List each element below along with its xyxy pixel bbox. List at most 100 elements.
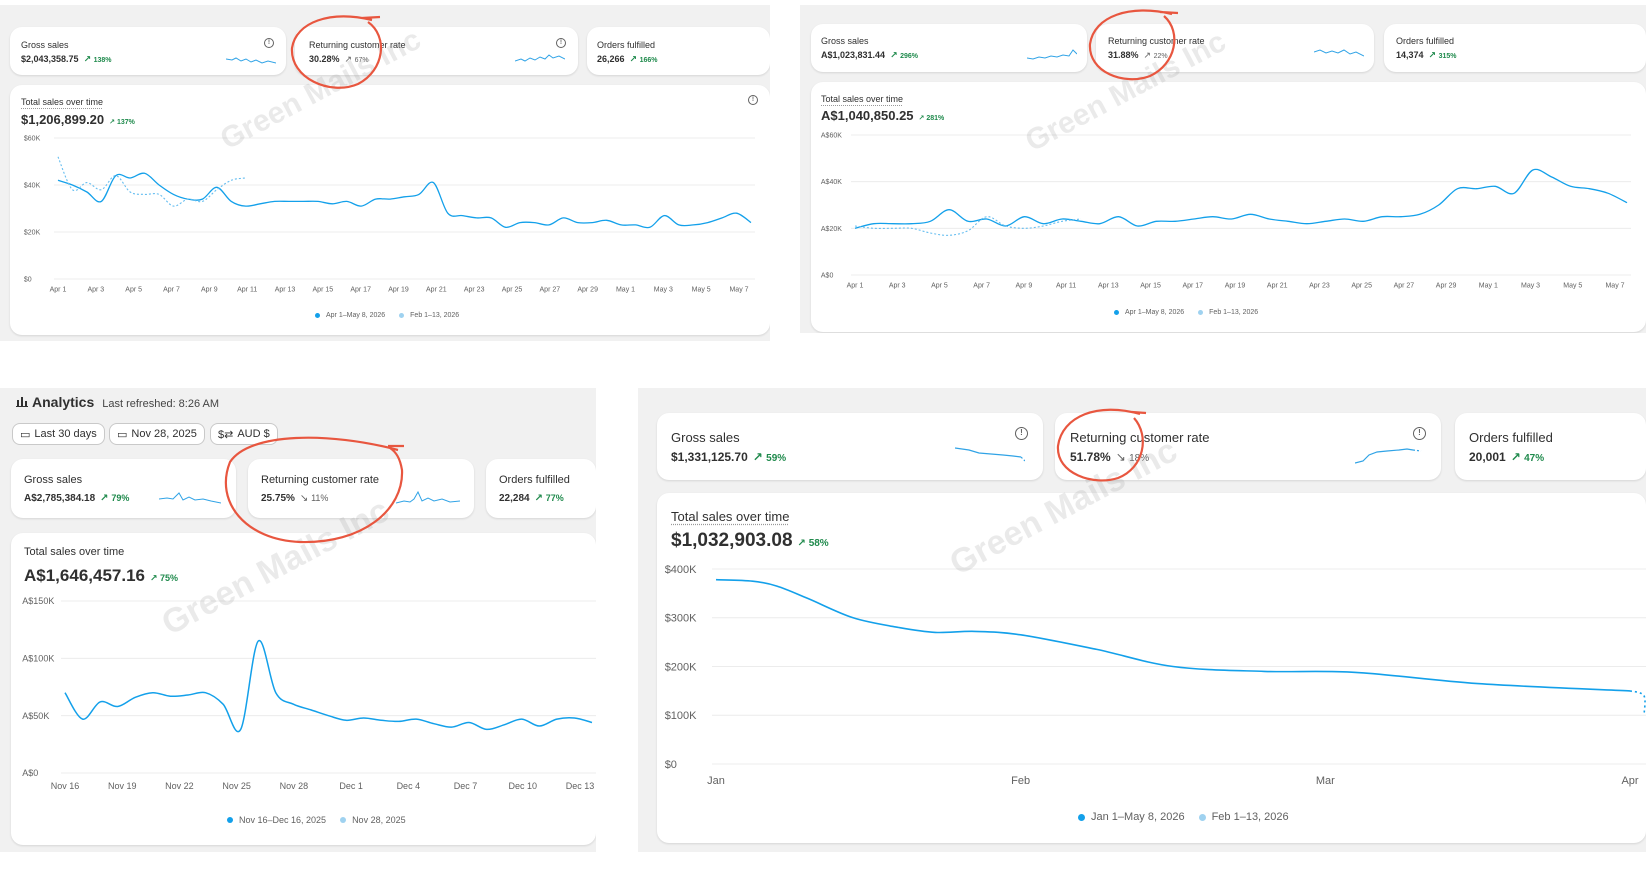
chart-total: $1,032,903.08 ↗ 58% — [671, 530, 829, 551]
chart-title: Total sales over time — [24, 546, 125, 558]
metric-title: Orders fulfilled — [597, 40, 656, 50]
metric-title: Returning customer rate — [261, 474, 379, 486]
dashboard-panel-2: Gross sales A$1,023,831.44 ↗ 296% Returni… — [800, 5, 1646, 333]
x-tick-label: Dec 1 — [339, 781, 363, 791]
legend-item[interactable]: Apr 1–May 8, 2026 — [315, 312, 385, 319]
change-badge: ↗ 137% — [109, 119, 135, 126]
x-tick-label: Dec 13 — [566, 781, 595, 791]
x-tick-label: Apr 5 — [931, 283, 948, 290]
x-tick-label: Apr 25 — [502, 287, 523, 294]
info-icon[interactable]: ! — [1413, 427, 1426, 440]
y-tick-label: $100K — [665, 710, 697, 722]
info-icon[interactable]: ! — [264, 38, 274, 48]
chart-legend: Nov 16–Dec 16, 2025 Nov 28, 2025 — [227, 815, 420, 825]
chart-title: Total sales over time — [21, 97, 104, 107]
orders-fulfilled-card[interactable]: Orders fulfilled 14,374 ↗ 315% — [1384, 24, 1646, 72]
x-tick-label: May 3 — [1521, 283, 1540, 290]
orders-fulfilled-card[interactable]: Orders fulfilled 20,001 ↗ 47% — [1455, 413, 1646, 480]
chart-title: Total sales over time — [671, 509, 790, 524]
legend-item[interactable]: Nov 28, 2025 — [340, 815, 406, 825]
x-tick-label: Apr 29 — [577, 287, 598, 294]
primary-series-line — [57, 172, 752, 229]
line-chart: $60K $40K $20K $0 Apr 1 Apr 3 Apr 5 Apr 7 Apr 9 A… — [24, 135, 755, 294]
y-tick-label: $300K — [665, 613, 697, 625]
date-range-button[interactable]: ▭ Last 30 days — [12, 423, 105, 445]
metric-title: Returning customer rate — [1070, 430, 1210, 445]
currency-button[interactable]: $⇄ AUD $ — [210, 423, 278, 445]
metric-value: 30.28% ↗ 67% — [309, 54, 369, 64]
legend-item[interactable]: Feb 1–13, 2026 — [1198, 811, 1289, 823]
sparkline — [1355, 448, 1422, 464]
metric-title: Orders fulfilled — [1396, 36, 1455, 46]
legend-item[interactable]: Nov 16–Dec 16, 2025 — [227, 815, 326, 825]
x-tick-label: Apr 5 — [125, 287, 142, 294]
x-tick-label: Dec 10 — [509, 781, 538, 791]
orders-fulfilled-card[interactable]: Orders fulfilled 26,266 ↗ 166% — [587, 27, 770, 75]
x-tick-label: Apr 17 — [350, 287, 371, 294]
metric-value: 31.88% ↗ 22% — [1108, 50, 1168, 60]
gross-sales-card[interactable]: Gross sales $2,043,358.75 ↗ 138% ! — [10, 27, 286, 75]
x-tick-label: Apr 19 — [388, 287, 409, 294]
returning-customer-rate-card[interactable]: Returning customer rate 25.75% ↘ 11% — [248, 459, 474, 518]
x-tick-label: May 7 — [729, 287, 748, 294]
dashboard-panel-1: Gross sales $2,043,358.75 ↗ 138% ! Return… — [0, 5, 770, 341]
currency-icon: $⇄ — [218, 428, 234, 441]
x-tick-label: Apr 3 — [87, 287, 104, 294]
x-tick-label: May 3 — [654, 287, 673, 294]
x-tick-label: Dec 7 — [454, 781, 478, 791]
calendar-icon: ▭ — [20, 428, 31, 441]
comparison-series-line — [57, 156, 246, 207]
y-tick-label: $400K — [665, 564, 697, 576]
compare-date-button[interactable]: ▭ Nov 28, 2025 — [109, 423, 205, 445]
chart-total: $1,206,899.20 ↗ 137% — [21, 112, 135, 127]
dashboard-panel-4: Gross sales $1,331,125.70 ↗ 59% ! Returni… — [638, 388, 1646, 852]
change-badge: ↗ 67% — [344, 54, 369, 64]
legend-item[interactable]: Feb 1–13, 2026 — [399, 312, 459, 319]
sparkline — [159, 492, 221, 504]
gross-sales-card[interactable]: Gross sales $1,331,125.70 ↗ 59% ! — [657, 413, 1043, 480]
x-tick-label: Apr 7 — [163, 287, 180, 294]
returning-customer-rate-card[interactable]: Returning customer rate 31.88% ↗ 22% — [1096, 24, 1374, 72]
metric-value: 26,266 ↗ 166% — [597, 54, 658, 64]
info-icon[interactable]: ! — [556, 38, 566, 48]
primary-series-line — [64, 640, 593, 733]
chart-total: A$1,646,457.16 ↗ 75% — [24, 566, 179, 585]
legend-item[interactable]: Feb 1–13, 2026 — [1198, 309, 1258, 316]
sparkline — [396, 490, 460, 504]
orders-fulfilled-card[interactable]: Orders fulfilled 22,284 ↗ 77% — [486, 459, 596, 518]
metric-title: Gross sales — [24, 474, 83, 486]
y-tick-label: A$150K — [22, 596, 54, 606]
legend-item[interactable]: Jan 1–May 8, 2026 — [1078, 811, 1185, 823]
returning-customer-rate-card[interactable]: Returning customer rate 51.78% ↘ 18% ! — [1055, 413, 1441, 480]
returning-customer-rate-card[interactable]: Returning customer rate 30.28% ↗ 67% ! — [295, 27, 578, 75]
metric-value: 25.75% ↘ 11% — [261, 493, 329, 504]
metric-title: Returning customer rate — [1108, 36, 1205, 46]
change-badge: ↗ 22% — [1143, 50, 1168, 60]
x-tick-label: Apr 1 — [50, 287, 67, 294]
change-badge: ↗ 47% — [1510, 450, 1545, 464]
info-icon[interactable]: ! — [1015, 427, 1028, 440]
metric-value: 51.78% ↘ 18% — [1070, 450, 1150, 464]
x-tick-label: Apr 15 — [1140, 283, 1161, 290]
x-tick-label: Apr 23 — [464, 287, 485, 294]
bar-chart-icon — [16, 397, 28, 407]
gross-sales-card[interactable]: Gross sales A$2,785,384.18 ↗ 79% — [11, 459, 236, 518]
legend-item[interactable]: Apr 1–May 8, 2026 — [1114, 309, 1184, 316]
x-tick-label: Apr 21 — [426, 287, 447, 294]
info-icon[interactable]: ! — [748, 95, 758, 105]
x-tick-label: May 7 — [1605, 283, 1624, 290]
chart-total: A$1,040,850.25 ↗ 281% — [821, 108, 945, 123]
gross-sales-card[interactable]: Gross sales A$1,023,831.44 ↗ 296% — [811, 24, 1087, 72]
metric-title: Orders fulfilled — [1469, 430, 1553, 445]
total-sales-chart-card: Total sales over time $1,032,903.08 ↗ 58%… — [657, 493, 1646, 843]
y-tick-label: A$0 — [821, 272, 834, 279]
y-tick-label: $0 — [665, 759, 677, 771]
total-sales-chart-card: Total sales over time $1,206,899.20 ↗ 137… — [10, 85, 770, 335]
change-badge: ↗ 281% — [918, 115, 945, 122]
x-tick-label: Nov 22 — [165, 781, 194, 791]
metric-value: $2,043,358.75 ↗ 138% — [21, 54, 112, 64]
y-tick-label: A$100K — [22, 653, 54, 663]
last-refreshed: Last refreshed: 8:26 AM — [102, 398, 220, 410]
x-tick-label: Apr 21 — [1267, 283, 1288, 290]
x-tick-label: Apr 9 — [1016, 283, 1033, 290]
